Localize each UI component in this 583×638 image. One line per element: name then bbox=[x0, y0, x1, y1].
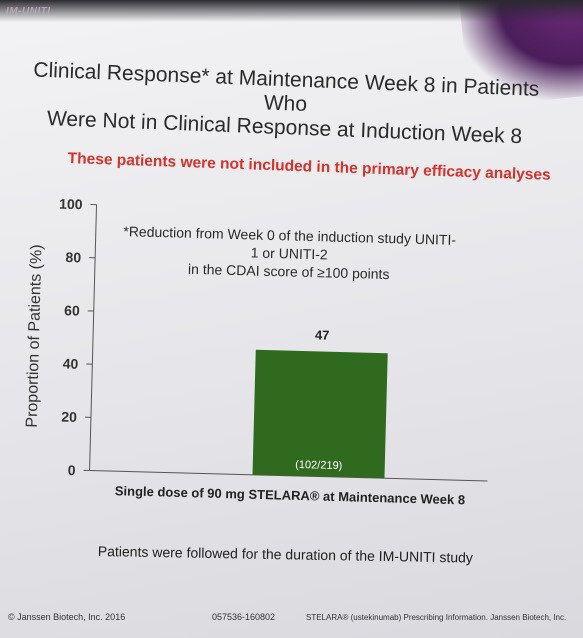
x-category-label: Single dose of 90 mg STELARA® at Mainten… bbox=[115, 483, 466, 507]
y-axis-title: Proportion of Patients (%) bbox=[24, 244, 46, 428]
bar bbox=[252, 349, 388, 479]
bar-value-label: 47 bbox=[315, 327, 330, 342]
y-tick-label: 40 bbox=[63, 355, 79, 371]
footer-code: 057536-160802 bbox=[212, 612, 276, 622]
footer-copyright: © Janssen Biotech, Inc. 2016 bbox=[8, 612, 126, 622]
y-tick-label: 20 bbox=[61, 409, 77, 425]
bar-inner-label: (102/219) bbox=[295, 459, 342, 472]
chart-footnote: *Reduction from Week 0 of the induction … bbox=[119, 222, 460, 285]
y-tick-label: 100 bbox=[59, 196, 83, 213]
y-tick-label: 0 bbox=[68, 462, 76, 478]
study-brand-label: IM-UNITI bbox=[6, 6, 51, 17]
y-tick-label: 80 bbox=[65, 249, 81, 265]
y-axis-line bbox=[89, 204, 98, 471]
footer-prescribing-info: STELARA® (ustekinumab) Prescribing Infor… bbox=[306, 613, 567, 622]
y-tick-label: 60 bbox=[64, 302, 80, 318]
top-shadow bbox=[0, 0, 583, 22]
